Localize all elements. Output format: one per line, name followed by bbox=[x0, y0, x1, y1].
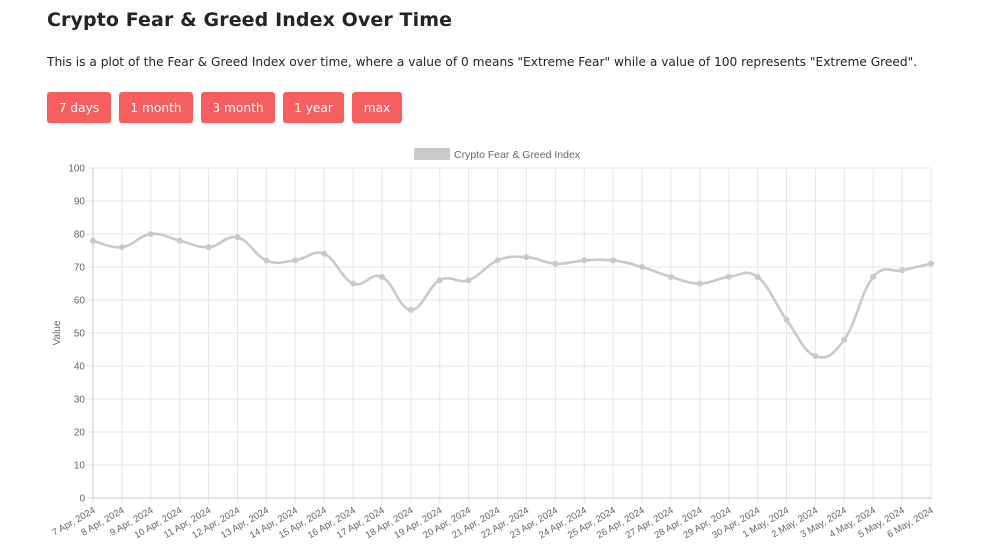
y-axis-label: Value bbox=[52, 320, 63, 345]
data-point-4[interactable] bbox=[176, 237, 183, 244]
data-point-5[interactable] bbox=[205, 244, 212, 251]
data-point-8[interactable] bbox=[292, 257, 299, 264]
chart-grid bbox=[87, 167, 932, 503]
range-3-month-button[interactable]: 3 month bbox=[201, 92, 275, 123]
fear-greed-line-chart: Crypto Fear & Greed Index 0 10 20 30 40 50 60 7… bbox=[50, 148, 936, 541]
data-point-29[interactable] bbox=[899, 267, 906, 274]
range-1-year-button[interactable]: 1 year bbox=[283, 92, 344, 123]
y-tick-label: 100 bbox=[68, 164, 85, 175]
data-point-14[interactable] bbox=[465, 277, 472, 284]
data-point-24[interactable] bbox=[754, 273, 761, 280]
series-line-fear-greed bbox=[92, 232, 932, 359]
series-points bbox=[90, 231, 934, 360]
data-point-7[interactable] bbox=[263, 257, 270, 264]
data-point-23[interactable] bbox=[725, 273, 732, 280]
y-tick-label: 30 bbox=[74, 395, 86, 406]
range-1-month-button[interactable]: 1 month bbox=[119, 92, 193, 123]
data-point-19[interactable] bbox=[610, 257, 617, 264]
y-tick-label: 80 bbox=[74, 230, 86, 241]
legend-swatch bbox=[414, 148, 450, 160]
data-point-10[interactable] bbox=[350, 280, 357, 287]
data-point-27[interactable] bbox=[841, 336, 848, 343]
chart-legend[interactable]: Crypto Fear & Greed Index bbox=[414, 148, 581, 161]
y-tick-label: 20 bbox=[74, 428, 86, 439]
y-tick-label: 0 bbox=[79, 494, 85, 505]
data-point-12[interactable] bbox=[407, 306, 414, 313]
data-point-18[interactable] bbox=[581, 257, 588, 264]
data-point-13[interactable] bbox=[436, 277, 443, 284]
y-tick-label: 60 bbox=[74, 296, 86, 307]
data-point-11[interactable] bbox=[378, 273, 385, 280]
data-point-21[interactable] bbox=[667, 273, 674, 280]
data-point-28[interactable] bbox=[870, 273, 877, 280]
data-point-1[interactable] bbox=[90, 237, 96, 244]
data-point-15[interactable] bbox=[494, 257, 501, 264]
y-axis-ticks: 0 10 20 30 40 50 60 70 80 90 100 bbox=[68, 164, 85, 505]
range-7-days-button[interactable]: 7 days bbox=[47, 92, 111, 123]
range-max-button[interactable]: max bbox=[352, 92, 402, 123]
data-point-6[interactable] bbox=[234, 234, 241, 241]
legend-label: Crypto Fear & Greed Index bbox=[454, 149, 581, 161]
data-point-16[interactable] bbox=[523, 254, 530, 261]
y-tick-label: 90 bbox=[74, 197, 86, 208]
data-point-22[interactable] bbox=[696, 280, 703, 287]
data-point-25[interactable] bbox=[783, 316, 790, 323]
y-tick-label: 10 bbox=[74, 461, 86, 472]
y-tick-label: 50 bbox=[74, 329, 86, 340]
y-tick-label: 40 bbox=[74, 362, 86, 373]
data-point-20[interactable] bbox=[639, 264, 646, 270]
data-point-2[interactable] bbox=[118, 244, 125, 251]
page-title: Crypto Fear & Greed Index Over Time bbox=[47, 9, 453, 31]
data-point-9[interactable] bbox=[321, 250, 328, 257]
page-description: This is a plot of the Fear & Greed Index… bbox=[47, 55, 918, 69]
data-point-3[interactable] bbox=[147, 231, 154, 237]
data-point-26[interactable] bbox=[812, 353, 819, 360]
data-point-30[interactable] bbox=[928, 260, 934, 267]
data-point-17[interactable] bbox=[552, 260, 559, 267]
y-tick-label: 70 bbox=[74, 263, 86, 274]
